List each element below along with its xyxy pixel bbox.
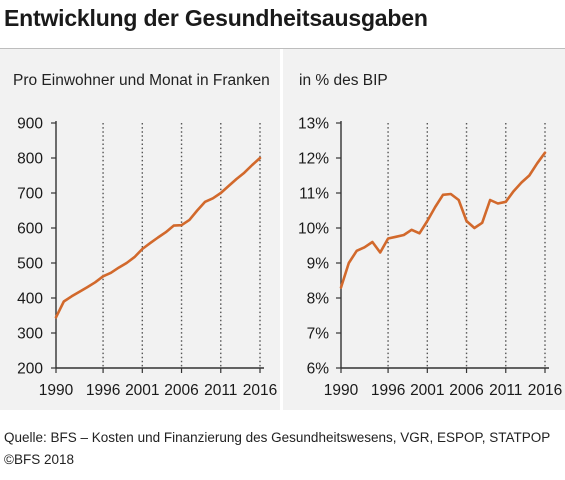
right-y-tick-label-1: 7% [307,326,330,343]
right-x-tick-label-2: 2001 [410,382,444,399]
right-x-tick-label-4: 2011 [489,382,522,399]
left-x-tick-label-4: 2011 [204,382,237,399]
right-y-tick-label-5: 11% [299,186,329,203]
chart-title: Entwicklung der Gesundheitsausgaben [4,5,428,31]
right-data-point-1995 [379,252,381,254]
right-series-line [339,151,547,289]
right-data-point-2016 [544,152,546,154]
right-y-tick-label-2: 8% [307,291,330,308]
left-panel-background [0,49,280,410]
right-data-point-2003 [442,194,444,196]
left-y-tick-label-1: 300 [17,326,43,343]
source-note: Quelle: BFS – Kosten und Finanzierung de… [4,430,551,445]
copyright-note: ©BFS 2018 [4,452,74,467]
right-data-point-2012 [513,190,515,192]
right-data-point-1994 [372,241,374,243]
right-data-point-2015 [536,162,538,164]
left-y-tick-label-6: 800 [17,151,43,168]
right-data-point-2013 [521,182,523,184]
left-x-tick-label-2: 2001 [125,382,159,399]
right-x-tick-label-0: 1990 [324,382,359,399]
left-x-tick-label-1: 1996 [86,382,120,399]
right-x-tick-label-1: 1996 [371,382,405,399]
left-chart-subtitle: Pro Einwohner und Monat in Franken [13,72,270,89]
right-data-point-1991 [348,262,350,264]
right-data-point-1993 [364,246,366,248]
left-y-tick-label-5: 700 [17,186,43,203]
right-chart-subtitle: in % des BIP [299,72,388,89]
right-x-tick-label-5: 2016 [528,382,562,399]
right-data-point-1990 [340,287,342,289]
left-series-line [54,156,262,319]
left-y-tick-label-3: 500 [17,256,43,273]
left-y-tick-label-2: 400 [17,291,43,308]
right-data-point-2002 [434,206,436,208]
right-data-point-2007 [474,227,476,229]
left-x-tick-label-5: 2016 [243,382,277,399]
right-y-tick-label-4: 10% [298,221,329,238]
right-y-tick-label-0: 6% [307,361,330,378]
right-data-point-2001 [427,220,429,222]
right-y-tick-label-3: 9% [307,256,330,273]
right-data-point-1992 [356,250,358,252]
right-data-point-2010 [497,203,499,205]
right-y-tick-label-7: 13% [298,116,329,133]
right-x-tick-label-3: 2006 [449,382,483,399]
right-data-point-2014 [529,175,531,177]
right-data-point-2000 [419,232,421,234]
right-data-point-2004 [450,193,452,195]
right-data-point-2008 [481,222,483,224]
right-data-point-2006 [466,220,468,222]
title-divider [0,48,565,49]
right-data-point-2005 [458,199,460,201]
right-y-tick-label-6: 12% [298,151,329,168]
right-data-point-2011 [505,201,507,203]
right-panel-background [283,49,565,410]
right-chart: 6% 7% 8% 9% 10% 11% 12% 13% 1990 1996 2001 2006 2011… [298,116,562,400]
left-chart: 200 300 400 500 600 700 800 900 1990 1996 2001 2006… [17,116,277,400]
right-data-point-1999 [411,229,413,231]
right-data-point-1998 [403,234,405,236]
left-x-tick-label-0: 1990 [39,382,74,399]
left-x-tick-label-3: 2006 [164,382,198,399]
right-data-point-2009 [489,199,491,201]
left-y-tick-label-0: 200 [17,361,43,378]
left-y-tick-label-7: 900 [17,116,43,133]
right-data-point-1996 [387,238,389,240]
right-data-point-1997 [395,236,397,238]
left-y-tick-label-4: 600 [17,221,43,238]
